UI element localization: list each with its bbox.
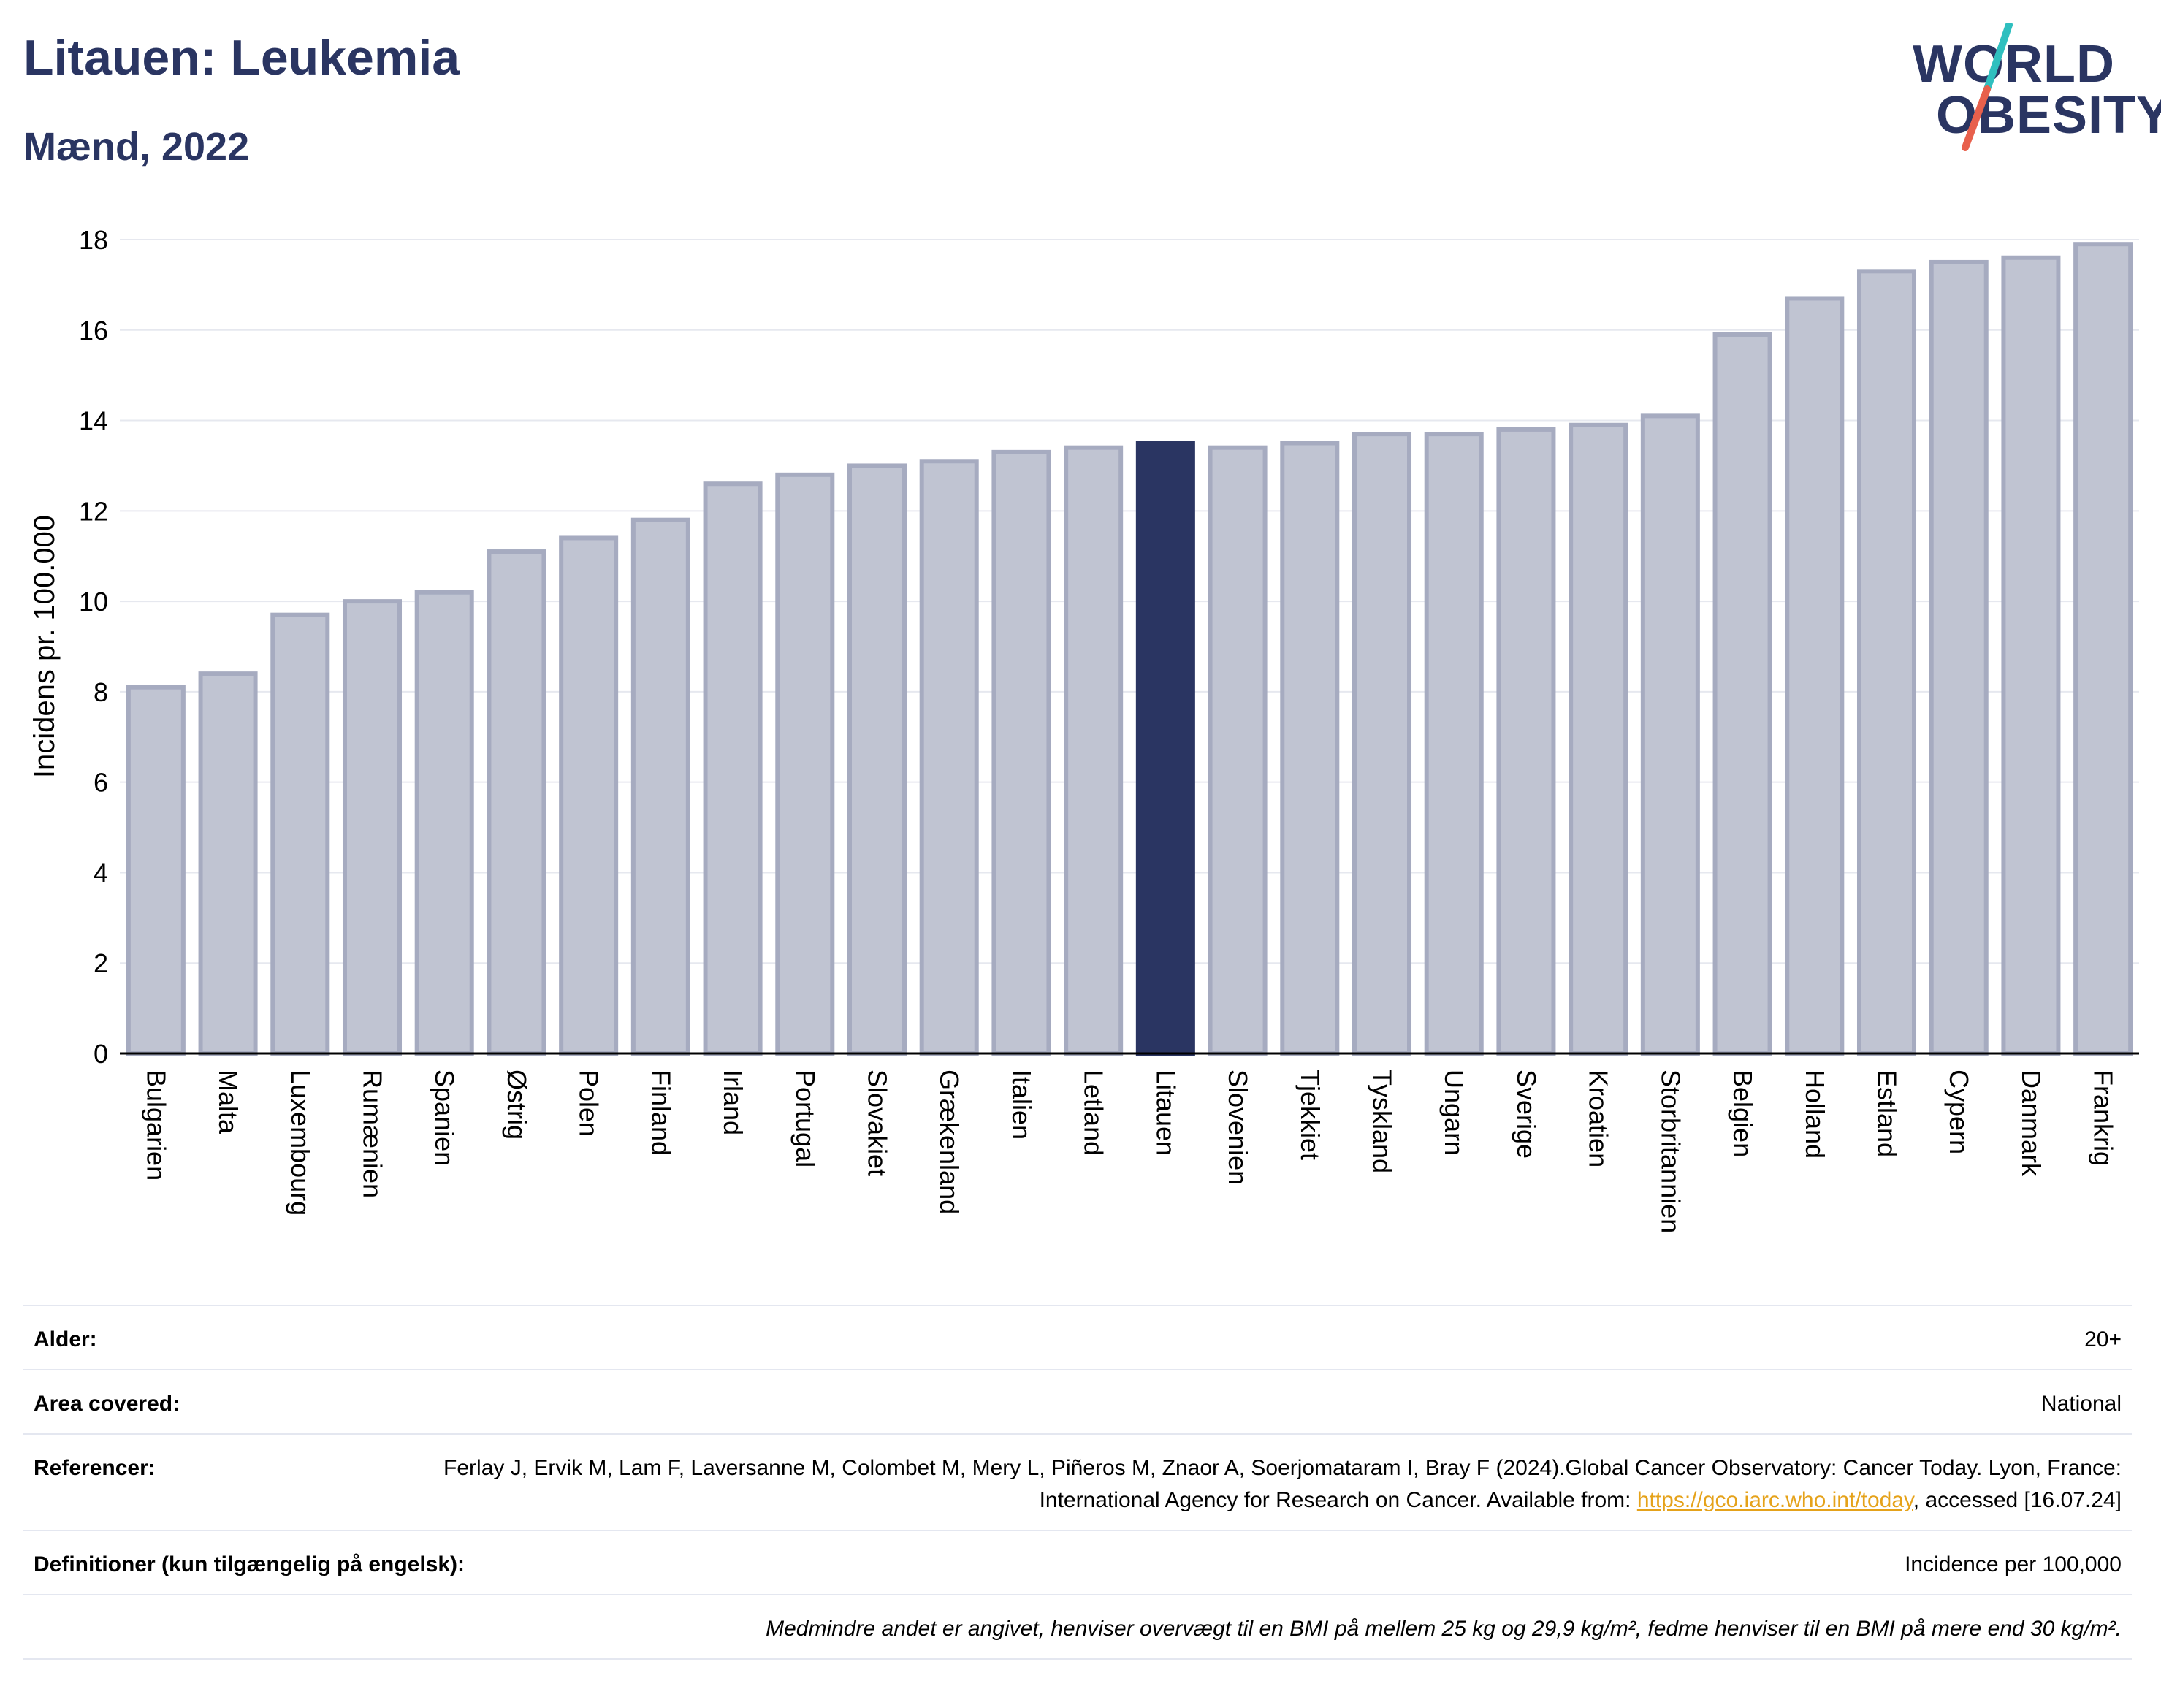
x-tick-label: Ungarn [1439,1070,1469,1156]
x-tick-label: Litauen [1151,1070,1181,1156]
x-tick-label: Italien [1007,1070,1037,1140]
bar [1064,445,1124,1056]
bar [1712,332,1772,1056]
x-tick-label: Rumænien [358,1070,388,1198]
x-tick-label: Østrig [502,1070,532,1140]
meta-ref-text-2: , accessed [16.07.24] [1913,1488,2122,1512]
x-tick-label: Cypern [1944,1070,1974,1154]
bar [1929,259,1989,1056]
bar [270,612,330,1056]
x-tick-label: Belgien [1728,1070,1758,1157]
meta-row-definitions: Definitioner (kun tilgængelig på engelsk… [23,1531,2132,1595]
meta-row-note: Medmindre andet er angivet, henviser ove… [23,1595,2132,1660]
y-axis-label: Incidens pr. 100.000 [28,515,61,778]
y-tick-label: 18 [79,225,108,255]
x-tick-label: Letland [1079,1070,1109,1156]
meta-age-label: Alder: [34,1327,97,1351]
bar [487,549,546,1056]
x-tick-label: Kroatien [1584,1070,1614,1167]
bar [342,599,403,1056]
bar [1856,269,1917,1056]
x-tick-label: Finland [646,1070,676,1156]
x-tick-label: Bulgarien [141,1070,171,1181]
x-tick-label: Slovakiet [863,1070,893,1176]
y-tick-label: 8 [94,677,108,707]
x-tick-label: Spanien [430,1070,460,1166]
y-tick-label: 6 [94,768,108,798]
meta-ref-text-1: Ferlay J, Ervik M, Lam F, Laversanne M, … [443,1456,2122,1512]
bars [126,242,2133,1056]
bar [1280,441,1340,1056]
x-tick-label: Estland [1872,1070,1902,1157]
bar [847,463,907,1056]
meta-note: Medmindre andet er angivet, henviser ove… [766,1617,2122,1641]
metadata-table: Alder: 20+ Area covered: National Refere… [23,1305,2132,1660]
x-tick-label: Luxembourg [286,1070,316,1216]
bar [1496,427,1556,1056]
chart-subtitle: Mænd, 2022 [23,125,250,169]
bar [1640,413,1700,1056]
bar [1208,445,1268,1056]
bar [1569,422,1628,1056]
logo-slash-icon [1962,23,2013,151]
meta-row-area: Area covered: National [23,1370,2132,1435]
meta-area-label: Area covered: [34,1392,180,1416]
x-tick-label: Holland [1800,1070,1830,1159]
bar [2001,255,2061,1056]
bar [198,671,258,1056]
chart-title: Litauen: Leukemia [23,30,460,85]
meta-area-value: National [2040,1392,2122,1416]
x-tick-label: Malta [213,1070,243,1135]
logo-line-1: WORLD [1913,35,2115,94]
x-tick-label: Portugal [790,1070,820,1167]
meta-ref-value: Ferlay J, Ervik M, Lam F, Laversanne M, … [441,1452,2122,1517]
world-obesity-logo: WORLD OBESITY [1899,23,2161,155]
meta-row-references: Referencer: Ferlay J, Ervik M, Lam F, La… [23,1435,2132,1531]
x-tick-label: Grækenland [934,1070,964,1214]
bar [991,449,1051,1056]
bar [414,590,474,1056]
x-tick-label: Frankrig [2089,1070,2119,1166]
y-tick-label: 12 [79,496,108,526]
bar [1352,432,1412,1056]
meta-def-label: Definitioner (kun tilgængelig på engelsk… [34,1552,465,1577]
bar [1424,432,1484,1056]
x-tick-label: Tjekkiet [1295,1070,1325,1160]
bar [2073,242,2133,1056]
bar [630,517,690,1056]
meta-row-age: Alder: 20+ [23,1306,2132,1370]
bar [703,481,763,1056]
bar [919,459,979,1056]
meta-ref-label: Referencer: [34,1456,156,1480]
bar [559,535,619,1056]
bar-highlight [1135,441,1195,1056]
y-tick-label: 10 [79,587,108,617]
meta-age-value: 20+ [2084,1327,2122,1351]
x-tick-label: Storbritannien [1655,1070,1685,1233]
x-tick-label: Danmark [2016,1070,2046,1177]
x-tick-label: Slovenien [1223,1070,1253,1185]
bar [775,472,835,1056]
axes: 0 2 4 6 8 10 12 14 16 18 Bulgarien Malta Luxembourg R… [79,225,2139,1233]
y-tick-label: 16 [79,316,108,346]
meta-def-value: Incidence per 100,000 [1905,1552,2122,1577]
bar-chart: 0 2 4 6 8 10 12 14 16 18 Bulgarien Malta Luxembourg R… [28,225,2139,1233]
x-tick-label: Polen [574,1070,604,1137]
y-tick-label: 2 [94,948,108,978]
bar [1785,296,1845,1056]
x-tick-label: Sverige [1512,1070,1541,1159]
x-tick-label: Tyskland [1368,1070,1398,1173]
y-tick-label: 4 [94,858,108,888]
y-tick-label: 0 [94,1039,108,1069]
x-tick-label: Irland [718,1070,748,1135]
reference-link[interactable]: https://gco.iarc.who.int/today [1636,1488,1913,1512]
y-tick-label: 14 [79,406,108,436]
bar [126,685,186,1056]
